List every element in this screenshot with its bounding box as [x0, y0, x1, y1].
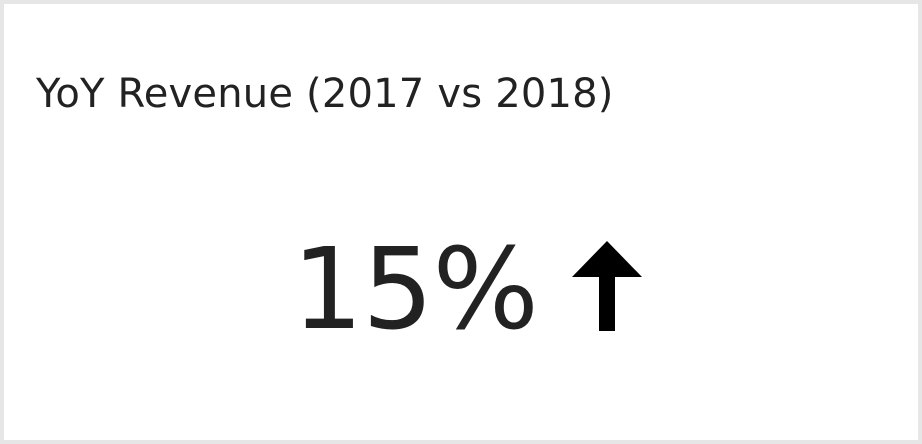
- kpi-value: 15%: [292, 225, 539, 355]
- kpi-display: 15%: [8, 230, 914, 350]
- kpi-card: YoY Revenue (2017 vs 2018) 15%: [8, 8, 914, 436]
- arrow-up-icon: [571, 241, 642, 331]
- card-title: YoY Revenue (2017 vs 2018): [36, 71, 614, 117]
